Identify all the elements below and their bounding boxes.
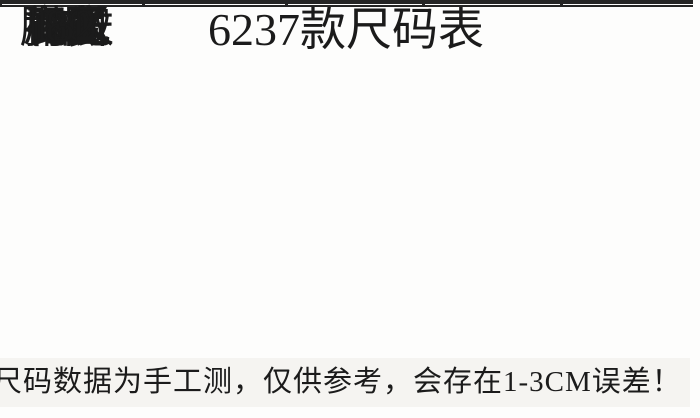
value-cell: 120 xyxy=(30,1,97,50)
value-cell: 57 xyxy=(45,1,89,50)
value-cell: 55 xyxy=(45,2,89,51)
size-label-cell: L xyxy=(56,0,84,50)
value-cell: 21 xyxy=(48,0,92,50)
value-cell: 19 xyxy=(48,2,92,51)
value-cell: 71 xyxy=(45,2,90,51)
header-cell-bust: 胸围 xyxy=(19,3,108,52)
header-cell-shoulder: 肩宽 xyxy=(23,3,111,52)
value-cell: 126 xyxy=(30,0,97,50)
size-label-cell: S xyxy=(57,2,83,51)
grid-line-bottom xyxy=(0,0,693,4)
value-cell: 61 xyxy=(45,0,89,50)
grid-line-bottom-stub xyxy=(142,0,145,7)
size-label-cell: XL xyxy=(40,0,100,50)
grid-line-bottom-stub xyxy=(560,0,563,7)
disclaimer-note: 尺码数据为手工测，仅供参考，会存在1-3CM误差！ xyxy=(0,358,690,407)
grid-line-bottom-stub xyxy=(285,0,288,7)
grid-line-bottom-stub xyxy=(0,0,2,7)
value-cell: 22 xyxy=(48,0,92,50)
value-cell: 132 xyxy=(30,0,97,50)
header-cell-length: 衣长 xyxy=(23,3,112,52)
value-cell: 20 xyxy=(48,1,92,50)
grid-line-bottom-stub xyxy=(422,0,425,7)
value-cell: 114 xyxy=(31,2,96,51)
header-cell-sleeve: 袖长 xyxy=(26,3,114,52)
value-cell: 77 xyxy=(45,0,90,50)
header-cell-size: 码数 xyxy=(26,3,114,52)
value-cell: 80 xyxy=(45,0,90,50)
size-label-cell: M xyxy=(50,1,90,50)
value-cell: 59 xyxy=(45,0,89,50)
chart-title: 6237款尺码表 xyxy=(208,4,484,55)
value-cell: 74 xyxy=(45,1,90,50)
